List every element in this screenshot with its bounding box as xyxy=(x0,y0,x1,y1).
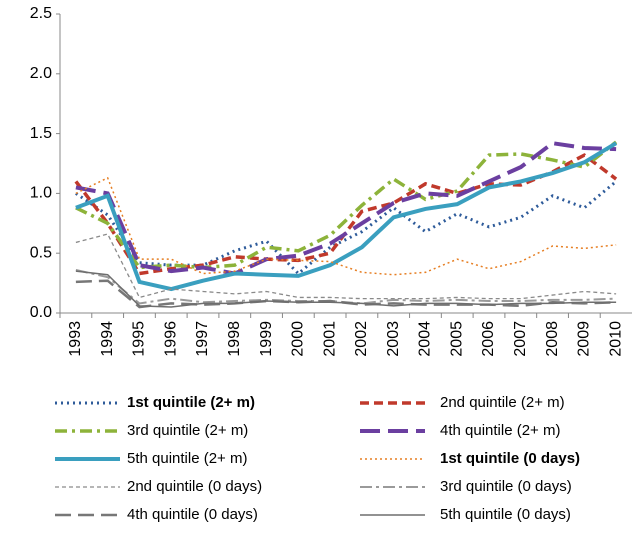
x-tick-label: 1994 xyxy=(99,321,116,357)
series-line xyxy=(75,270,617,308)
legend-label: 1st quintile (0 days) xyxy=(440,450,580,467)
legend-label: 5th quintile (0 days) xyxy=(440,506,571,523)
series-line xyxy=(75,180,618,276)
x-tick-label: 2002 xyxy=(353,321,370,357)
x-tick-label: 2004 xyxy=(417,321,434,357)
y-tick-label: 2.5 xyxy=(30,5,52,22)
x-tick-label: 2000 xyxy=(290,321,307,357)
y-tick-label: 1.5 xyxy=(30,125,52,142)
legend-label: 5th quintile (2+ m) xyxy=(127,450,247,467)
series-line xyxy=(75,140,618,270)
x-tick-label: 1995 xyxy=(131,321,148,357)
legend-label: 1st quintile (2+ m) xyxy=(127,394,255,411)
series-line xyxy=(75,176,617,276)
legend-label: 4th quintile (0 days) xyxy=(127,506,258,523)
x-tick-label: 2003 xyxy=(385,321,402,357)
legend-label: 2nd quintile (0 days) xyxy=(127,478,262,495)
series-line xyxy=(75,141,618,292)
x-tick-label: 1996 xyxy=(162,321,179,357)
y-tick-label: 1.0 xyxy=(30,185,52,202)
y-tick-label: 0.0 xyxy=(30,304,52,321)
x-tick-label: 1999 xyxy=(258,321,275,357)
x-tick-label: 2008 xyxy=(544,321,561,357)
legend-label: 3rd quintile (0 days) xyxy=(440,478,572,495)
legend-label: 4th quintile (2+ m) xyxy=(440,422,560,439)
x-tick-label: 2006 xyxy=(480,321,497,357)
x-tick-label: 1998 xyxy=(226,321,243,357)
series-line xyxy=(75,233,617,300)
x-tick-label: 2007 xyxy=(512,321,529,357)
x-tick-label: 2005 xyxy=(448,321,465,357)
x-tick-label: 2009 xyxy=(576,321,593,357)
x-tick-label: 1993 xyxy=(67,321,84,357)
x-tick-label: 2001 xyxy=(321,321,338,357)
legend-label: 2nd quintile (2+ m) xyxy=(440,394,565,411)
y-tick-label: 2.0 xyxy=(30,65,52,82)
x-tick-label: 1997 xyxy=(194,321,211,357)
series-line xyxy=(75,141,617,276)
y-tick-label: 0.5 xyxy=(30,244,52,261)
x-tick-label: 2010 xyxy=(607,321,624,357)
legend-label: 3rd quintile (2+ m) xyxy=(127,422,248,439)
